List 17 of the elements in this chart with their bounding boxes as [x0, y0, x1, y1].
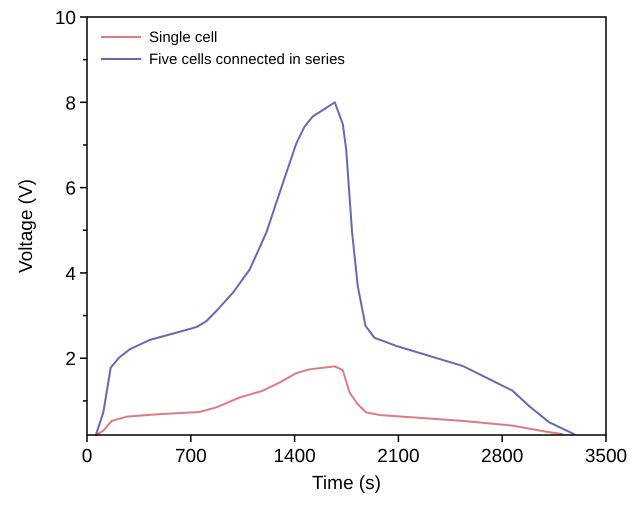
legend-label: Five cells connected in series	[149, 51, 345, 68]
x-tick-label: 1400	[273, 446, 316, 467]
x-tick-label: 2800	[481, 446, 524, 467]
y-tick-label: 8	[65, 93, 76, 114]
y-axis-title: Voltage (V)	[16, 179, 37, 273]
y-tick-label: 4	[65, 264, 76, 285]
y-tick-label: 10	[54, 8, 76, 29]
legend-label: Single cell	[149, 29, 218, 46]
x-tick-label: 700	[174, 446, 207, 467]
x-tick-label: 0	[82, 446, 92, 467]
y-tick-label: 2	[65, 349, 76, 370]
y-tick-label: 6	[65, 178, 76, 200]
x-axis-title: Time (s)	[312, 473, 381, 494]
line-series	[94, 101, 575, 436]
x-tick-label: 2100	[377, 446, 420, 467]
x-tick-label: 3500	[584, 446, 628, 467]
line-series	[94, 365, 564, 436]
